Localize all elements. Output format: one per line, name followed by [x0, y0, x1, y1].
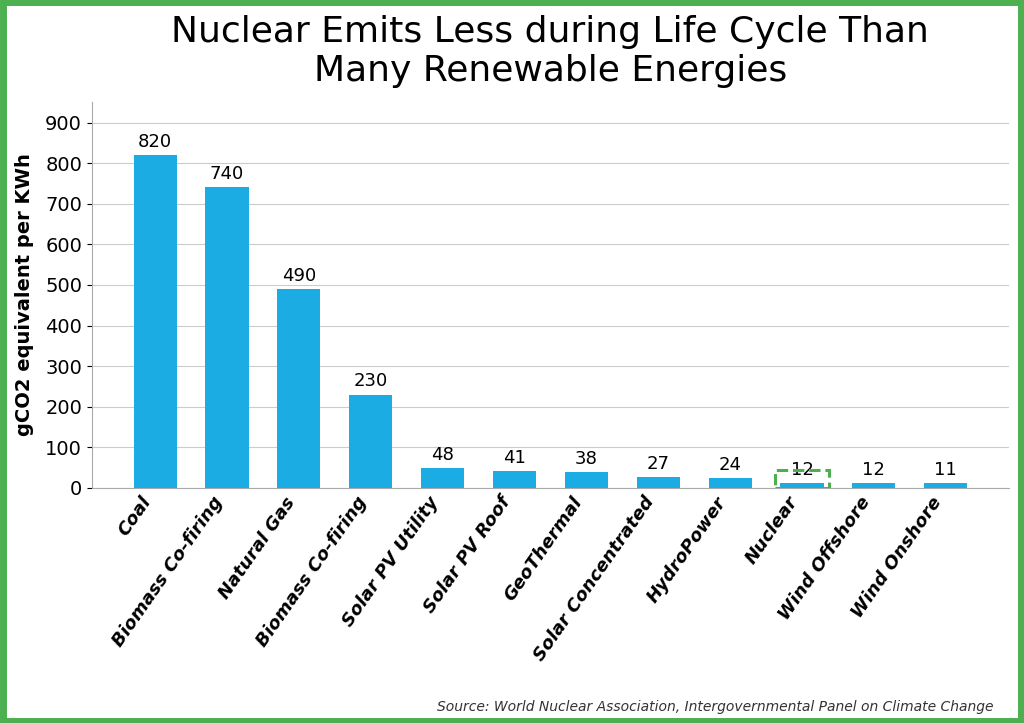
Bar: [925, 484, 968, 488]
Text: 490: 490: [282, 267, 316, 285]
Bar: [349, 395, 392, 488]
Text: 230: 230: [353, 372, 388, 390]
Bar: [780, 483, 823, 488]
Bar: [637, 477, 680, 488]
Bar: [565, 472, 608, 488]
Text: 820: 820: [138, 133, 172, 151]
Y-axis label: gCO2 equivalent per KWh: gCO2 equivalent per KWh: [15, 153, 34, 437]
Text: 11: 11: [934, 461, 957, 479]
Bar: [421, 469, 464, 488]
Bar: [133, 155, 177, 488]
Text: 38: 38: [574, 450, 598, 469]
Bar: [206, 187, 249, 488]
Bar: [709, 478, 752, 488]
Text: 41: 41: [503, 449, 526, 467]
Text: 740: 740: [210, 166, 244, 184]
Bar: [493, 471, 536, 488]
Text: Source: World Nuclear Association, Intergovernmental Panel on Climate Change: Source: World Nuclear Association, Inter…: [437, 701, 993, 714]
Text: 48: 48: [431, 446, 454, 464]
Text: 27: 27: [647, 455, 670, 473]
Text: 12: 12: [862, 461, 886, 479]
Bar: [852, 483, 895, 488]
Text: 12: 12: [791, 461, 813, 479]
Bar: [278, 289, 321, 488]
Text: 24: 24: [719, 456, 741, 474]
Title: Nuclear Emits Less during Life Cycle Than
Many Renewable Energies: Nuclear Emits Less during Life Cycle Tha…: [171, 15, 930, 88]
